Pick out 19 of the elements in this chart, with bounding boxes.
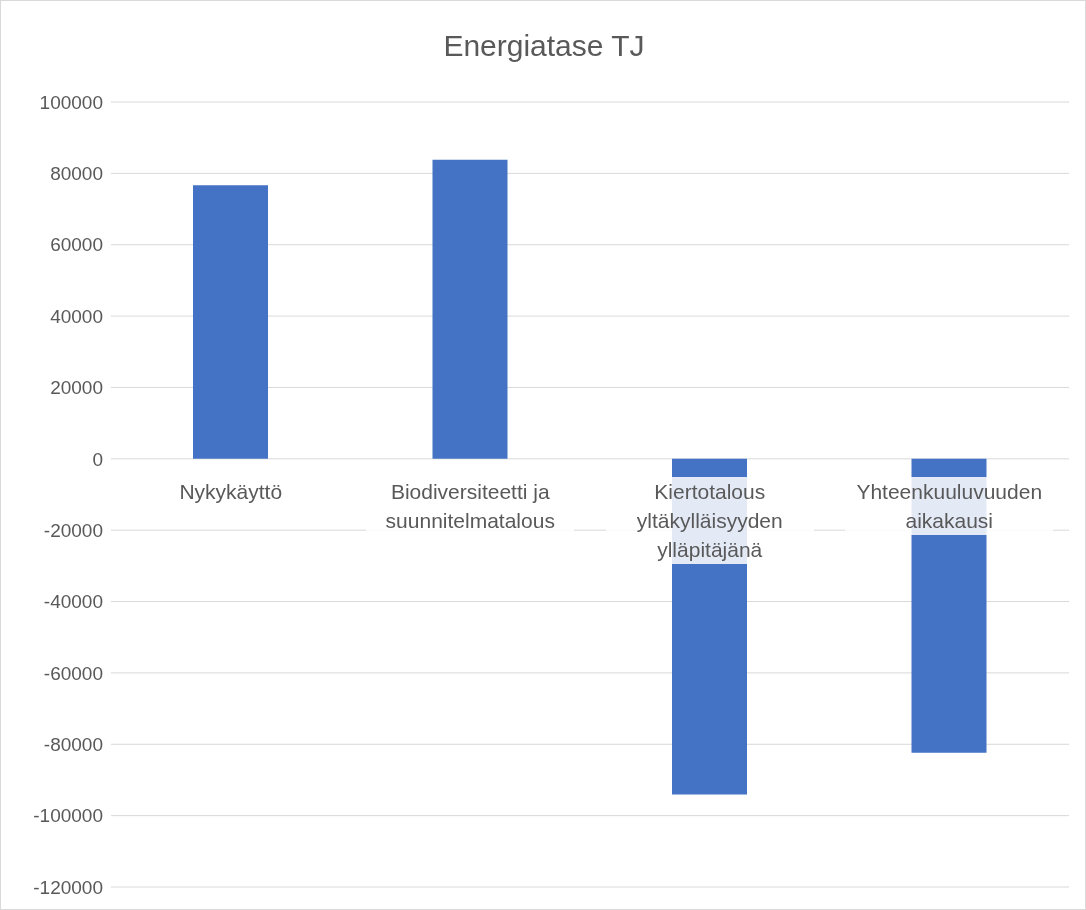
- y-tick-label: 80000: [50, 163, 103, 185]
- y-tick-label: 20000: [50, 377, 103, 399]
- x-tick-label: Biodiversiteetti ja suunnitelmatalous: [366, 476, 575, 535]
- y-tick-label: -60000: [43, 662, 103, 684]
- x-tick-label: Yhteenkuuluvuuden aikakausi: [845, 476, 1054, 535]
- y-tick-label: 60000: [50, 234, 103, 256]
- y-tick-label: -20000: [43, 519, 103, 541]
- chart-title: Energiatase TJ: [442, 29, 646, 63]
- bar: [432, 159, 508, 459]
- y-tick-label: -80000: [43, 734, 103, 756]
- y-tick-label: -100000: [33, 805, 103, 827]
- bar: [193, 185, 268, 459]
- y-tick-label: 0: [92, 448, 103, 470]
- y-tick-label: -120000: [33, 876, 103, 898]
- y-tick-label: 40000: [50, 305, 103, 327]
- y-tick-label: 100000: [39, 91, 103, 113]
- y-tick-label: -40000: [43, 591, 103, 613]
- x-tick-label: Nykykäyttö: [175, 476, 287, 506]
- x-tick-label: Kiertotalous yltäkylläisyyden ylläpitäjänä: [605, 476, 814, 564]
